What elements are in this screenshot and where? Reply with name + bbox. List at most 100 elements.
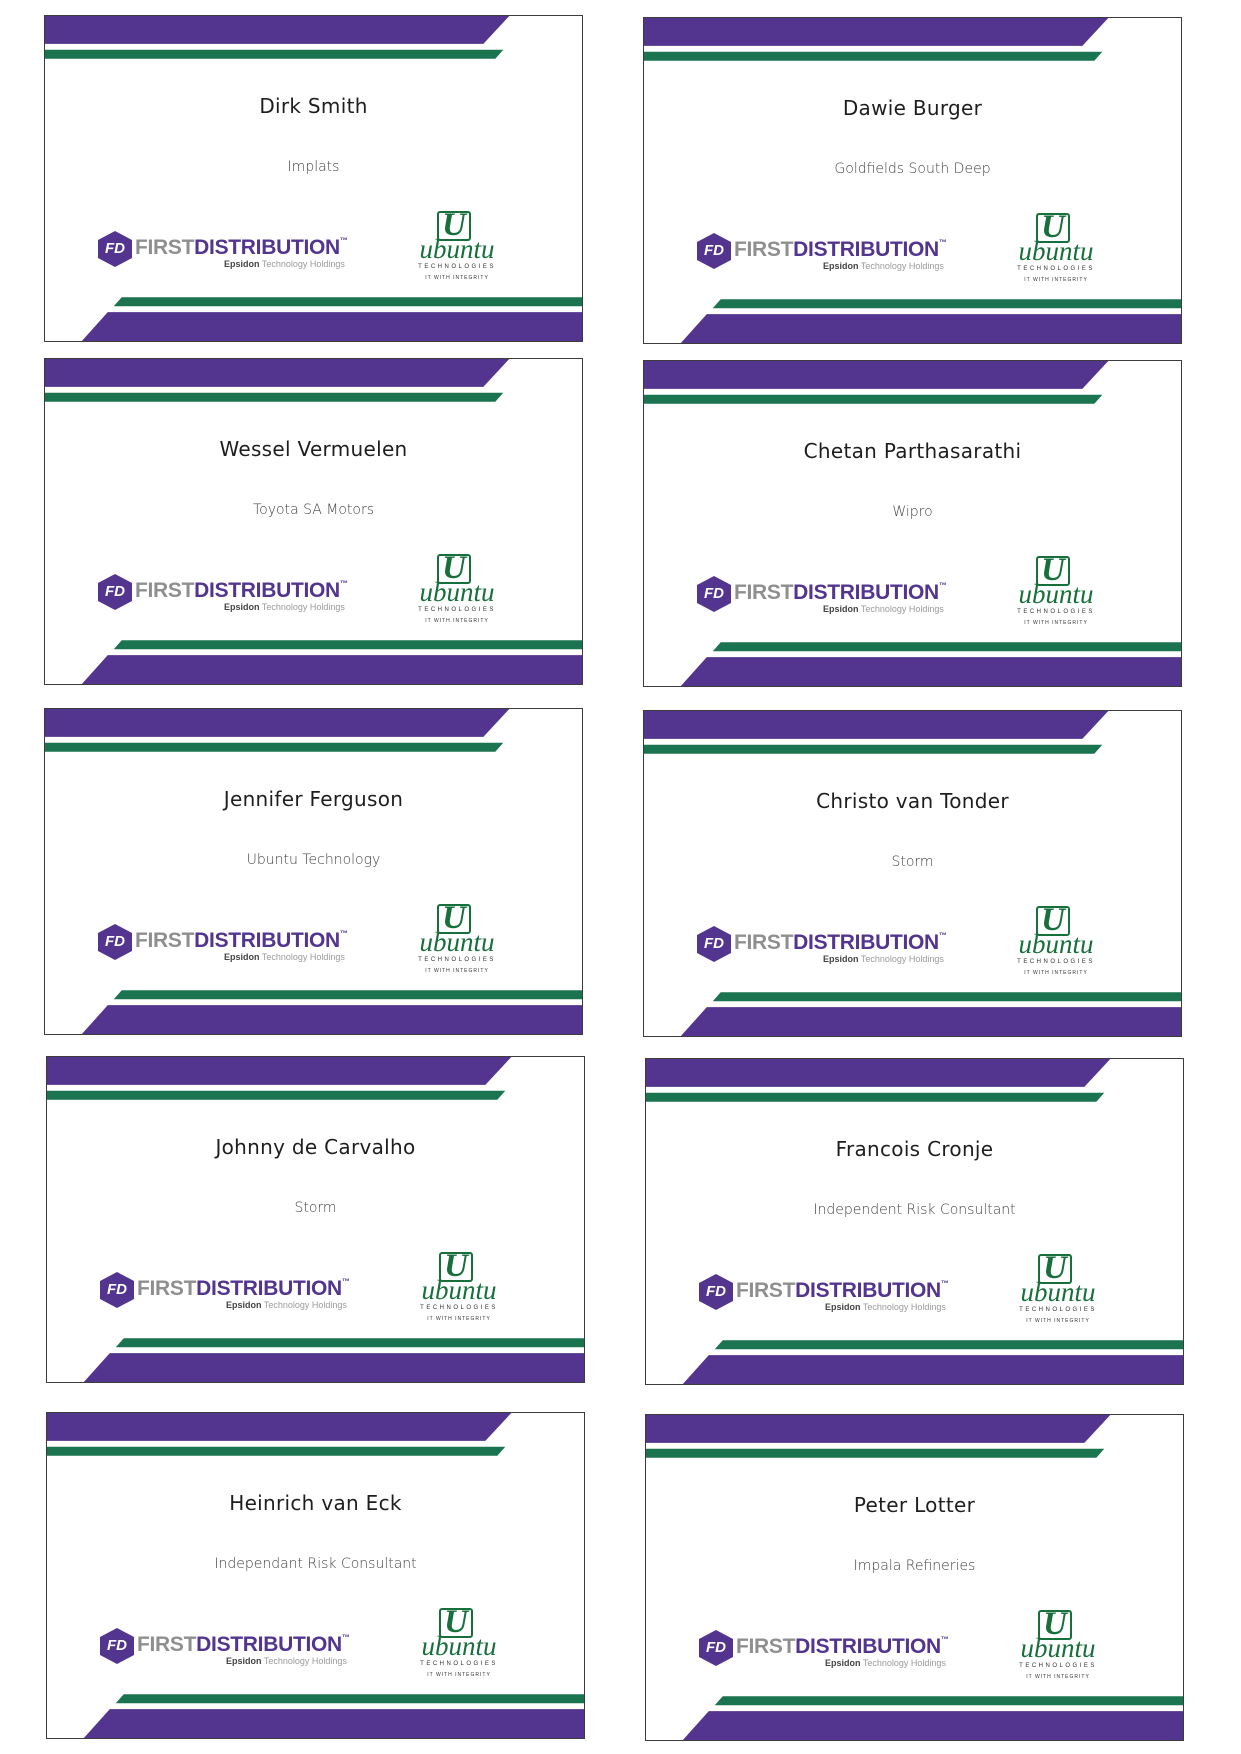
attendee-name: Heinrich van Eck <box>229 1491 402 1515</box>
top-purple-stripe <box>47 1413 512 1441</box>
bottom-green-stripe <box>115 1694 584 1704</box>
first-distribution-logo: FD FIRSTDISTRIBUTION™ Epsidon Technology… <box>98 924 378 968</box>
ubuntu-technologies-logo: U ubuntu TECHNOLOGIES IT WITH INTEGRITY <box>420 1248 498 1323</box>
ubuntu-u-icon: U <box>439 1250 473 1283</box>
ubuntu-u-icon: U <box>1036 554 1070 587</box>
ubuntu-technologies-logo: U ubuntu TECHNOLOGIES IT WITH INTEGRITY <box>418 207 496 282</box>
bottom-purple-stripe <box>680 1007 1181 1036</box>
fd-hexagon-icon: FD <box>699 1630 733 1666</box>
fd-hexagon-icon: FD <box>100 1272 134 1308</box>
top-purple-stripe <box>45 16 510 44</box>
attendee-organization: Independant Risk Consultant <box>214 1556 417 1572</box>
name-badge: Chetan Parthasarathi Wipro FD FIRSTDISTR… <box>643 360 1182 687</box>
fd-hexagon-icon: FD <box>98 574 132 610</box>
top-green-stripe <box>644 51 1103 61</box>
ubuntu-u-icon: U <box>437 209 471 242</box>
bottom-purple-stripe <box>83 1709 584 1738</box>
bottom-green-stripe <box>712 992 1181 1002</box>
name-badge: Peter Lotter Impala Refineries FD FIRSTD… <box>645 1414 1184 1741</box>
bottom-green-stripe <box>714 1340 1183 1350</box>
bottom-purple-stripe <box>81 655 582 684</box>
ubuntu-u-icon: U <box>439 1606 473 1639</box>
ubuntu-technologies-logo: U ubuntu TECHNOLOGIES IT WITH INTEGRITY <box>418 900 496 975</box>
attendee-name: Wessel Vermuelen <box>219 437 408 461</box>
ubuntu-technologies-logo: U ubuntu TECHNOLOGIES IT WITH INTEGRITY <box>1017 902 1095 977</box>
top-purple-stripe <box>644 711 1109 739</box>
top-purple-stripe <box>644 18 1109 46</box>
badge-stripes <box>45 16 582 341</box>
bottom-green-stripe <box>113 990 582 1000</box>
ubuntu-technologies-logo: U ubuntu TECHNOLOGIES IT WITH INTEGRITY <box>1019 1606 1097 1681</box>
first-distribution-logo: FD FIRSTDISTRIBUTION™ Epsidon Technology… <box>100 1628 380 1672</box>
name-badge: Heinrich van Eck Independant Risk Consul… <box>46 1412 585 1739</box>
attendee-name: Dirk Smith <box>259 94 368 118</box>
top-green-stripe <box>45 392 504 402</box>
ubuntu-technologies-logo: U ubuntu TECHNOLOGIES IT WITH INTEGRITY <box>418 550 496 625</box>
badge-stripes <box>47 1413 584 1738</box>
top-purple-stripe <box>45 359 510 387</box>
ubuntu-u-icon: U <box>437 902 471 935</box>
fd-hexagon-icon: FD <box>699 1274 733 1310</box>
badge-stripes <box>644 361 1181 686</box>
badge-stripes <box>646 1059 1183 1384</box>
ubuntu-u-icon: U <box>1038 1608 1072 1641</box>
top-green-stripe <box>45 742 504 752</box>
top-green-stripe <box>45 49 504 59</box>
name-badge: Dirk Smith Implats FD FIRSTDISTRIBUTION™… <box>44 15 583 342</box>
fd-hexagon-icon: FD <box>697 576 731 612</box>
attendee-organization: Implats <box>287 159 340 175</box>
top-green-stripe <box>47 1090 506 1100</box>
top-purple-stripe <box>646 1415 1111 1443</box>
bottom-green-stripe <box>113 297 582 307</box>
attendee-organization: Impala Refineries <box>853 1558 976 1574</box>
fd-hexagon-icon: FD <box>98 924 132 960</box>
top-green-stripe <box>646 1092 1105 1102</box>
badge-stripes <box>45 709 582 1034</box>
bottom-purple-stripe <box>81 1005 582 1034</box>
fd-hexagon-icon: FD <box>100 1628 134 1664</box>
fd-hexagon-icon: FD <box>697 926 731 962</box>
top-purple-stripe <box>45 709 510 737</box>
badge-stripes <box>47 1057 584 1382</box>
top-green-stripe <box>644 394 1103 404</box>
first-distribution-logo: FD FIRSTDISTRIBUTION™ Epsidon Technology… <box>699 1274 979 1318</box>
top-purple-stripe <box>47 1057 512 1085</box>
first-distribution-logo: FD FIRSTDISTRIBUTION™ Epsidon Technology… <box>697 926 977 970</box>
name-badge: Christo van Tonder Storm FD FIRSTDISTRIB… <box>643 710 1182 1037</box>
bottom-green-stripe <box>712 642 1181 652</box>
ubuntu-u-icon: U <box>437 552 471 585</box>
attendee-name: Peter Lotter <box>853 1493 976 1517</box>
name-badge: Francois Cronje Independent Risk Consult… <box>645 1058 1184 1385</box>
attendee-organization: Toyota SA Motors <box>252 502 375 518</box>
ubuntu-technologies-logo: U ubuntu TECHNOLOGIES IT WITH INTEGRITY <box>1017 552 1095 627</box>
top-green-stripe <box>646 1448 1105 1458</box>
fd-hexagon-icon: FD <box>697 233 731 269</box>
badge-stripes <box>45 359 582 684</box>
first-distribution-logo: FD FIRSTDISTRIBUTION™ Epsidon Technology… <box>697 233 977 277</box>
attendee-name: Francois Cronje <box>835 1137 994 1161</box>
first-distribution-logo: FD FIRSTDISTRIBUTION™ Epsidon Technology… <box>100 1272 380 1316</box>
top-purple-stripe <box>644 361 1109 389</box>
fd-hexagon-icon: FD <box>98 231 132 267</box>
ubuntu-technologies-logo: U ubuntu TECHNOLOGIES IT WITH INTEGRITY <box>1019 1250 1097 1325</box>
name-badge: Wessel Vermuelen Toyota SA Motors FD FIR… <box>44 358 583 685</box>
top-green-stripe <box>47 1446 506 1456</box>
first-distribution-logo: FD FIRSTDISTRIBUTION™ Epsidon Technology… <box>98 231 378 275</box>
attendee-organization: Storm <box>294 1200 337 1216</box>
bottom-purple-stripe <box>680 657 1181 686</box>
bottom-purple-stripe <box>83 1353 584 1382</box>
attendee-organization: Ubuntu Technology <box>246 852 381 868</box>
ubuntu-technologies-logo: U ubuntu TECHNOLOGIES IT WITH INTEGRITY <box>420 1604 498 1679</box>
first-distribution-logo: FD FIRSTDISTRIBUTION™ Epsidon Technology… <box>98 574 378 618</box>
top-purple-stripe <box>646 1059 1111 1087</box>
badge-stripes <box>644 711 1181 1036</box>
name-badge: Dawie Burger Goldfields South Deep FD FI… <box>643 17 1182 344</box>
ubuntu-u-icon: U <box>1036 904 1070 937</box>
attendee-organization: Storm <box>891 854 934 870</box>
badge-stripes <box>644 18 1181 343</box>
bottom-green-stripe <box>113 640 582 650</box>
bottom-purple-stripe <box>682 1711 1183 1740</box>
bottom-purple-stripe <box>682 1355 1183 1384</box>
attendee-organization: Goldfields South Deep <box>834 161 991 177</box>
attendee-organization: Wipro <box>892 504 933 520</box>
